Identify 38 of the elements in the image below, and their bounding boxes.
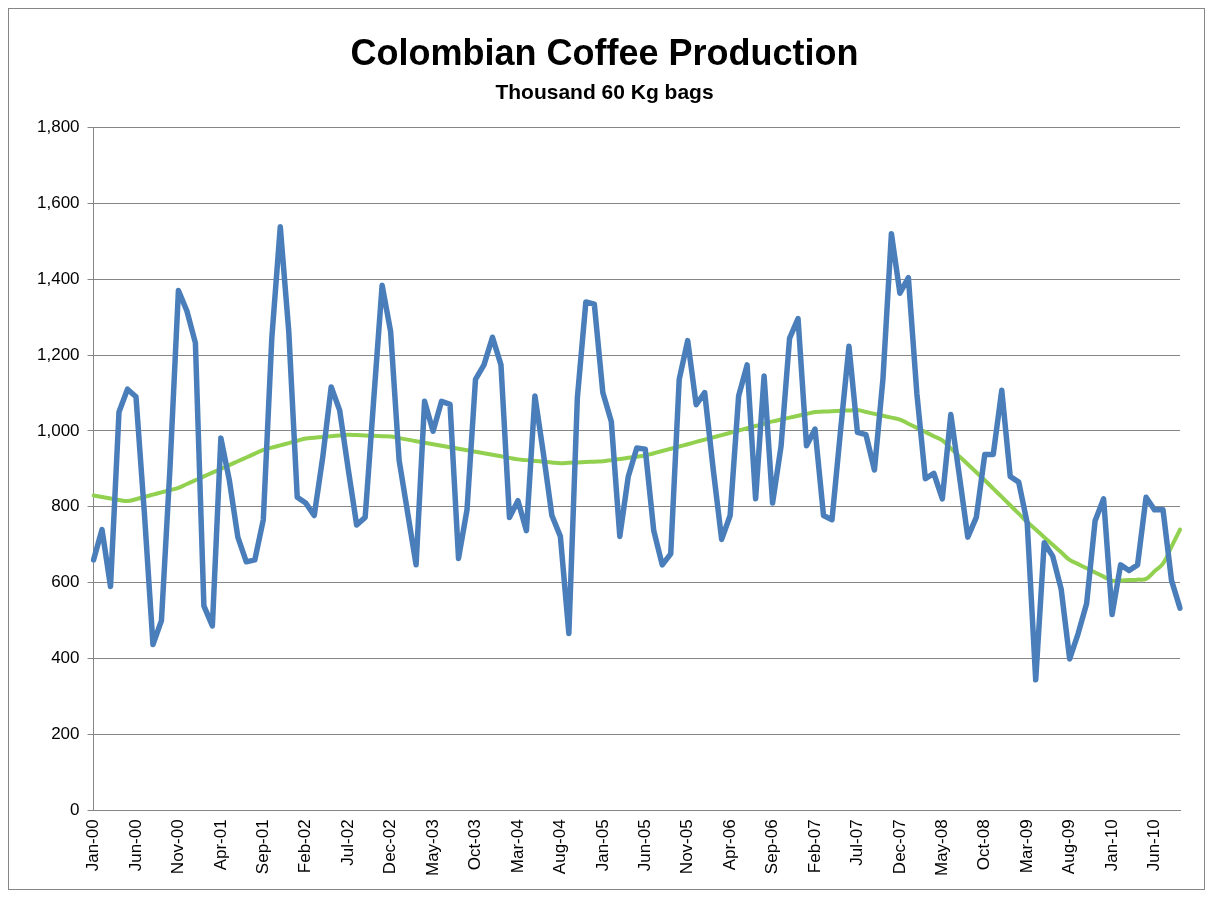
x-tick-label: May-03 bbox=[422, 819, 442, 876]
chart-subtitle: Thousand 60 Kg bags bbox=[495, 79, 714, 103]
x-tick-label: Dec-02 bbox=[380, 819, 400, 875]
x-tick-label: Feb-02 bbox=[295, 819, 315, 874]
y-tick-label: 1,800 bbox=[36, 117, 80, 137]
x-tick-label: Jun-05 bbox=[634, 819, 654, 872]
x-tick-label: Oct-08 bbox=[974, 819, 994, 871]
x-tick-label: Sep-06 bbox=[762, 819, 782, 875]
y-tick-label: 600 bbox=[51, 572, 80, 592]
x-tick-label: Nov-05 bbox=[677, 819, 697, 875]
x-tick-label: Aug-09 bbox=[1059, 819, 1079, 875]
x-tick-label: Apr-06 bbox=[719, 819, 739, 871]
y-tick-label: 1,000 bbox=[36, 420, 80, 440]
x-tick-label: Aug-04 bbox=[550, 819, 570, 875]
y-tick-label: 400 bbox=[51, 648, 80, 668]
x-tick-label: Jul-07 bbox=[847, 819, 867, 866]
x-tick-label: Jan-05 bbox=[592, 819, 612, 872]
x-tick-label: Oct-03 bbox=[465, 819, 485, 871]
y-tick-label: 1,200 bbox=[36, 344, 80, 364]
x-tick-label: May-08 bbox=[932, 819, 952, 876]
x-tick-label: Apr-01 bbox=[210, 819, 230, 871]
x-tick-label: Jan-00 bbox=[83, 819, 103, 872]
x-tick-label: Feb-07 bbox=[804, 819, 824, 874]
x-tick-label: Nov-00 bbox=[168, 819, 188, 875]
y-tick-label: 800 bbox=[51, 496, 80, 516]
chart-title: Colombian Coffee Production bbox=[350, 31, 859, 73]
x-tick-label: Jul-02 bbox=[337, 819, 357, 866]
x-tick-label: Mar-04 bbox=[507, 819, 527, 874]
y-tick-label: 200 bbox=[51, 724, 80, 744]
y-tick-label: 1,400 bbox=[36, 268, 80, 288]
x-tick-label: Mar-09 bbox=[1016, 819, 1036, 874]
x-tick-label: Jun-00 bbox=[125, 819, 145, 872]
x-tick-label: Sep-01 bbox=[252, 819, 272, 875]
x-tick-label: Dec-07 bbox=[889, 819, 909, 875]
y-tick-label: 1,600 bbox=[36, 192, 80, 212]
x-tick-label: Jun-10 bbox=[1144, 819, 1164, 872]
x-tick-label: Jan-10 bbox=[1101, 819, 1121, 872]
y-tick-label: 0 bbox=[70, 800, 80, 819]
